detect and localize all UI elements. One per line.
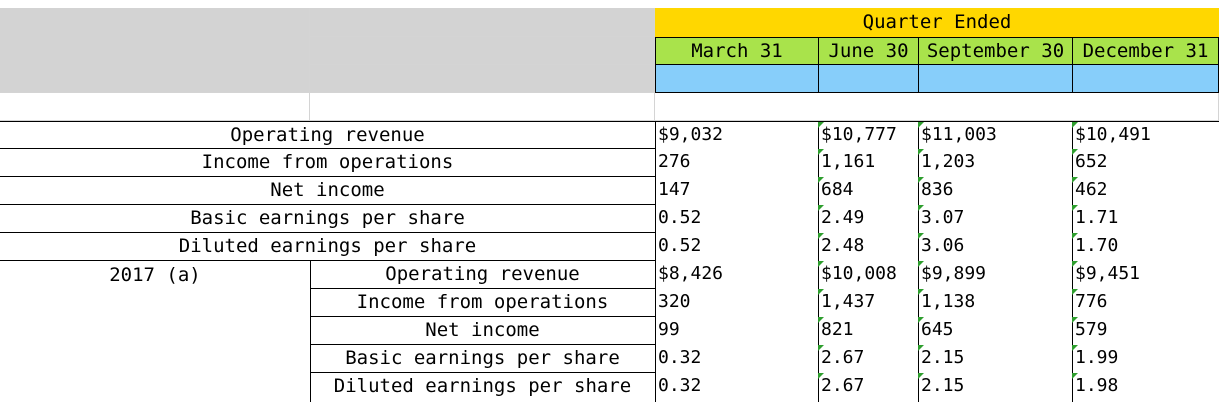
- number-as-text-indicator-icon: [1072, 261, 1078, 267]
- number-as-text-indicator-icon: [818, 205, 824, 211]
- quarter-subheader-march[interactable]: [655, 64, 819, 93]
- number-as-text-indicator-icon: [818, 373, 824, 379]
- number-as-text-indicator-icon: [918, 373, 924, 379]
- quarter-subheader-september[interactable]: [918, 64, 1073, 93]
- number-as-text-indicator-icon: [818, 317, 824, 323]
- s1-metric-income-from-operations[interactable]: Income from operations: [0, 149, 656, 177]
- s1-metric-net-income[interactable]: Net income: [0, 177, 656, 205]
- number-as-text-indicator-icon: [918, 345, 924, 351]
- s1-value[interactable]: 0.52: [655, 205, 819, 233]
- s2-metric-operating-revenue[interactable]: Operating revenue: [310, 261, 656, 289]
- quarter-header-june[interactable]: June 30: [818, 37, 919, 65]
- s2-value[interactable]: 2.15: [918, 373, 1073, 402]
- year-label-2017[interactable]: 2017 (a): [0, 261, 311, 402]
- s1-value[interactable]: 1.70: [1072, 233, 1219, 261]
- s2-value[interactable]: 99: [655, 317, 819, 345]
- s2-value[interactable]: 0.32: [655, 373, 819, 402]
- s2-value[interactable]: 1.98: [1072, 373, 1219, 402]
- s1-value[interactable]: 2.49: [818, 205, 919, 233]
- s2-value[interactable]: 0.32: [655, 345, 819, 373]
- s2-value[interactable]: 2.67: [818, 345, 919, 373]
- s1-value[interactable]: $10,491: [1072, 121, 1219, 149]
- s2-value[interactable]: 645: [918, 317, 1073, 345]
- s2-metric-diluted-eps[interactable]: Diluted earnings per share: [310, 373, 656, 402]
- blank-row-cell-a[interactable]: [0, 93, 310, 121]
- number-as-text-indicator-icon: [1072, 289, 1078, 295]
- number-as-text-indicator-icon: [818, 177, 824, 183]
- s1-value[interactable]: 0.52: [655, 233, 819, 261]
- s1-metric-basic-eps[interactable]: Basic earnings per share: [0, 205, 656, 233]
- quarter-subheader-december[interactable]: [1072, 64, 1219, 93]
- quarter-header-december[interactable]: December 31: [1072, 37, 1219, 65]
- quarter-header-september[interactable]: September 30: [918, 37, 1073, 65]
- blank-row-cell-b[interactable]: [310, 93, 655, 121]
- number-as-text-indicator-icon: [1072, 345, 1078, 351]
- s2-value[interactable]: 821: [818, 317, 919, 345]
- number-as-text-indicator-icon: [918, 177, 924, 183]
- number-as-text-indicator-icon: [1072, 149, 1078, 155]
- s1-metric-operating-revenue[interactable]: Operating revenue: [0, 121, 656, 149]
- s2-value[interactable]: $10,008: [818, 261, 919, 289]
- s1-value[interactable]: 276: [655, 149, 819, 177]
- s2-value[interactable]: 1,138: [918, 289, 1073, 317]
- header-label-cell-2[interactable]: [310, 37, 655, 65]
- number-as-text-indicator-icon: [1072, 233, 1078, 239]
- number-as-text-indicator-icon: [918, 289, 924, 295]
- s2-value[interactable]: 1,437: [818, 289, 919, 317]
- number-as-text-indicator-icon: [818, 289, 824, 295]
- s2-value[interactable]: 2.15: [918, 345, 1073, 373]
- number-as-text-indicator-icon: [918, 233, 924, 239]
- s1-value[interactable]: 3.06: [918, 233, 1073, 261]
- s1-value[interactable]: 2.48: [818, 233, 919, 261]
- number-as-text-indicator-icon: [818, 149, 824, 155]
- number-as-text-indicator-icon: [918, 149, 924, 155]
- s1-value[interactable]: $9,032: [655, 121, 819, 149]
- number-as-text-indicator-icon: [918, 122, 924, 128]
- s1-value[interactable]: $11,003: [918, 121, 1073, 149]
- s2-metric-net-income[interactable]: Net income: [310, 317, 656, 345]
- quarter-header-march[interactable]: March 31: [655, 37, 819, 65]
- s1-value[interactable]: 3.07: [918, 205, 1073, 233]
- number-as-text-indicator-icon: [1072, 205, 1078, 211]
- number-as-text-indicator-icon: [818, 233, 824, 239]
- s1-value[interactable]: 462: [1072, 177, 1219, 205]
- blank-row-cell-c[interactable]: [655, 93, 1219, 121]
- number-as-text-indicator-icon: [1072, 177, 1078, 183]
- s2-value[interactable]: $8,426: [655, 261, 819, 289]
- s1-value[interactable]: 684: [818, 177, 919, 205]
- s2-value[interactable]: 320: [655, 289, 819, 317]
- number-as-text-indicator-icon: [918, 205, 924, 211]
- s1-value[interactable]: 652: [1072, 149, 1219, 177]
- number-as-text-indicator-icon: [1072, 373, 1078, 379]
- header-label-cell-3[interactable]: [310, 65, 655, 93]
- s2-value[interactable]: 2.67: [818, 373, 919, 402]
- s2-metric-basic-eps[interactable]: Basic earnings per share: [310, 345, 656, 373]
- s1-metric-diluted-eps[interactable]: Diluted earnings per share: [0, 233, 656, 261]
- quarter-ended-header[interactable]: Quarter Ended: [655, 8, 1219, 37]
- s2-value[interactable]: $9,451: [1072, 261, 1219, 289]
- s1-value[interactable]: 1,161: [818, 149, 919, 177]
- number-as-text-indicator-icon: [918, 317, 924, 323]
- number-as-text-indicator-icon: [1072, 317, 1078, 323]
- s1-value[interactable]: 1,203: [918, 149, 1073, 177]
- s1-value[interactable]: 1.71: [1072, 205, 1219, 233]
- number-as-text-indicator-icon: [818, 345, 824, 351]
- header-label-cell-1[interactable]: [310, 8, 655, 37]
- number-as-text-indicator-icon: [818, 122, 824, 128]
- s2-value[interactable]: 579: [1072, 317, 1219, 345]
- s2-value[interactable]: 776: [1072, 289, 1219, 317]
- s1-value[interactable]: $10,777: [818, 121, 919, 149]
- s2-value[interactable]: 1.99: [1072, 345, 1219, 373]
- s2-value[interactable]: $9,899: [918, 261, 1073, 289]
- s2-metric-income-from-operations[interactable]: Income from operations: [310, 289, 656, 317]
- s1-value[interactable]: 147: [655, 177, 819, 205]
- s1-value[interactable]: 836: [918, 177, 1073, 205]
- quarter-subheader-june[interactable]: [818, 64, 919, 93]
- number-as-text-indicator-icon: [818, 261, 824, 267]
- header-corner-cell[interactable]: [0, 8, 310, 93]
- number-as-text-indicator-icon: [1072, 122, 1078, 128]
- number-as-text-indicator-icon: [918, 261, 924, 267]
